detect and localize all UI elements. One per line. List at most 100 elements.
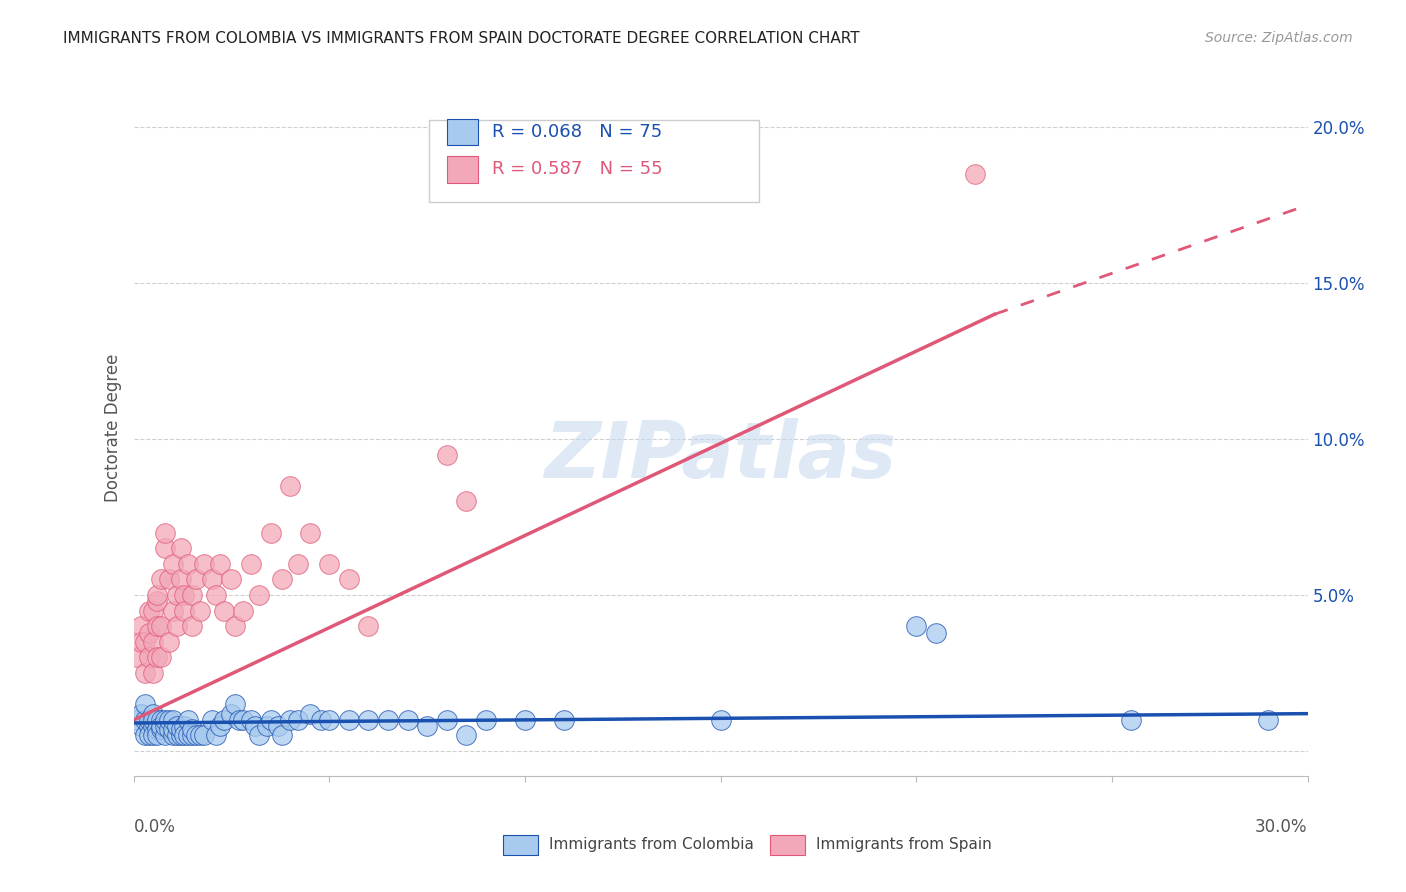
Point [157, 573, 180, 587]
Point [1257, 713, 1279, 727]
Point [208, 557, 231, 571]
Point [169, 729, 191, 743]
Point [162, 723, 184, 737]
Point [188, 604, 211, 618]
Point [134, 729, 156, 743]
Point [173, 588, 195, 602]
Point [1121, 713, 1143, 727]
Point [963, 167, 986, 181]
Point [142, 719, 165, 733]
Point [208, 719, 231, 733]
Point [181, 588, 204, 602]
Point [256, 719, 278, 733]
Point [149, 719, 172, 733]
Point [416, 719, 439, 733]
Point [212, 604, 235, 618]
Point [204, 588, 226, 602]
Point [153, 525, 176, 540]
Point [138, 604, 160, 618]
Point [259, 525, 281, 540]
Point [513, 713, 536, 727]
Point [131, 635, 153, 649]
Point [169, 541, 191, 556]
Point [146, 588, 169, 602]
Point [169, 723, 191, 737]
Point [149, 573, 172, 587]
Point [157, 635, 180, 649]
Point [298, 706, 321, 721]
Text: R = 0.068   N = 75: R = 0.068 N = 75 [492, 123, 662, 141]
Point [169, 573, 191, 587]
Point [142, 666, 165, 681]
Point [905, 619, 928, 633]
Point [146, 594, 169, 608]
Point [142, 706, 165, 721]
Point [710, 713, 733, 727]
Point [162, 729, 184, 743]
Point [377, 713, 399, 727]
Point [337, 713, 360, 727]
Text: 0.0%: 0.0% [134, 818, 176, 836]
Point [166, 588, 188, 602]
Point [287, 713, 309, 727]
Text: Source: ZipAtlas.com: Source: ZipAtlas.com [1205, 31, 1353, 45]
Point [181, 619, 204, 633]
Point [188, 729, 211, 743]
Point [153, 541, 176, 556]
Point [271, 573, 294, 587]
Point [298, 525, 321, 540]
Point [232, 604, 254, 618]
Point [247, 729, 270, 743]
Point [181, 723, 204, 737]
Point [146, 619, 169, 633]
Point [153, 713, 176, 727]
Point [239, 713, 263, 727]
Point [318, 557, 340, 571]
Point [134, 666, 156, 681]
Point [357, 619, 380, 633]
Point [149, 713, 172, 727]
Point [142, 604, 165, 618]
Point [232, 713, 254, 727]
Point [243, 719, 266, 733]
Point [201, 713, 224, 727]
Point [177, 557, 200, 571]
Point [134, 713, 156, 727]
Point [436, 713, 458, 727]
Text: Immigrants from Colombia: Immigrants from Colombia [550, 838, 754, 852]
Point [212, 713, 235, 727]
Point [204, 729, 226, 743]
Point [239, 557, 263, 571]
Point [201, 573, 224, 587]
Point [456, 494, 478, 508]
Point [193, 729, 215, 743]
Point [157, 713, 180, 727]
Point [162, 557, 184, 571]
Point [925, 625, 948, 640]
Point [138, 719, 160, 733]
Point [337, 573, 360, 587]
Point [138, 713, 160, 727]
Point [162, 713, 184, 727]
Point [127, 713, 149, 727]
Point [224, 698, 246, 712]
Point [166, 619, 188, 633]
Point [127, 650, 149, 665]
Point [138, 625, 160, 640]
Text: Immigrants from Spain: Immigrants from Spain [817, 838, 993, 852]
Point [186, 573, 208, 587]
Point [456, 729, 478, 743]
Point [173, 719, 195, 733]
Point [271, 729, 294, 743]
Point [177, 729, 200, 743]
Point [228, 713, 250, 727]
Point [247, 588, 270, 602]
Point [131, 619, 153, 633]
Point [311, 713, 333, 727]
Point [221, 573, 243, 587]
Point [357, 713, 380, 727]
Point [553, 713, 575, 727]
Point [221, 706, 243, 721]
Point [166, 719, 188, 733]
Point [142, 713, 165, 727]
